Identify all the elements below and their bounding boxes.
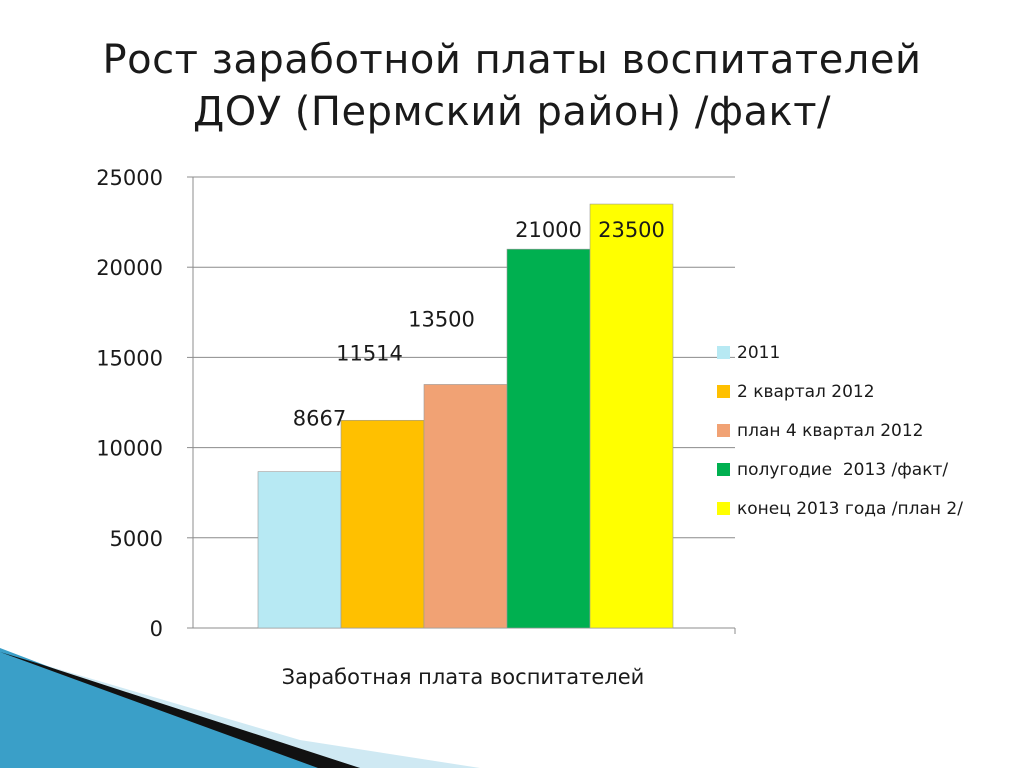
slide-title-line-2: ДОУ (Пермский район) /факт/	[192, 89, 831, 135]
legend-swatch	[717, 463, 730, 476]
chart-bars	[257, 203, 674, 629]
bar	[589, 203, 674, 629]
band-dark-shape	[0, 652, 360, 768]
x-axis-title: Заработная плата воспитателей	[282, 665, 645, 689]
slide-title-line-1: Рост заработной платы воспитателей	[102, 37, 922, 83]
y-tick-label: 15000	[96, 346, 163, 370]
bar-data-label: 8667	[293, 407, 346, 431]
decorative-corner-band	[0, 648, 480, 768]
legend-label: 2 квартал 2012	[737, 382, 875, 402]
legend-swatch	[717, 385, 730, 398]
y-tick-label: 20000	[96, 256, 163, 280]
bar	[257, 471, 342, 629]
bar-data-label: 11514	[336, 341, 403, 365]
bar-data-label: 13500	[408, 307, 475, 331]
y-tick-label: 5000	[110, 527, 163, 551]
legend-label: конец 2013 года /план 2/	[737, 499, 963, 519]
band-blue-shape	[0, 648, 360, 768]
y-axis-tick-labels: 0 5000 10000 15000 20000 25000	[96, 166, 163, 641]
legend-swatch	[717, 346, 730, 359]
bar-data-label: 21000	[515, 218, 582, 242]
legend-label: 2011	[737, 343, 780, 363]
chart-legend: 2011 2 квартал 2012 план 4 квартал 2012 пол…	[717, 343, 963, 519]
legend-label: полугодие 2013 /факт/	[737, 460, 948, 480]
legend-swatch	[717, 424, 730, 437]
bar	[340, 419, 425, 629]
y-tick-label: 0	[150, 617, 163, 641]
legend-label: план 4 квартал 2012	[737, 421, 924, 441]
bar	[423, 384, 508, 629]
bar	[506, 248, 591, 629]
slide-title: Рост заработной платы воспитателей ДОУ (…	[40, 34, 984, 138]
bar-data-label: 23500	[598, 218, 665, 242]
y-tick-label: 10000	[96, 437, 163, 461]
y-tick-label: 25000	[96, 166, 163, 190]
legend-swatch	[717, 502, 730, 515]
